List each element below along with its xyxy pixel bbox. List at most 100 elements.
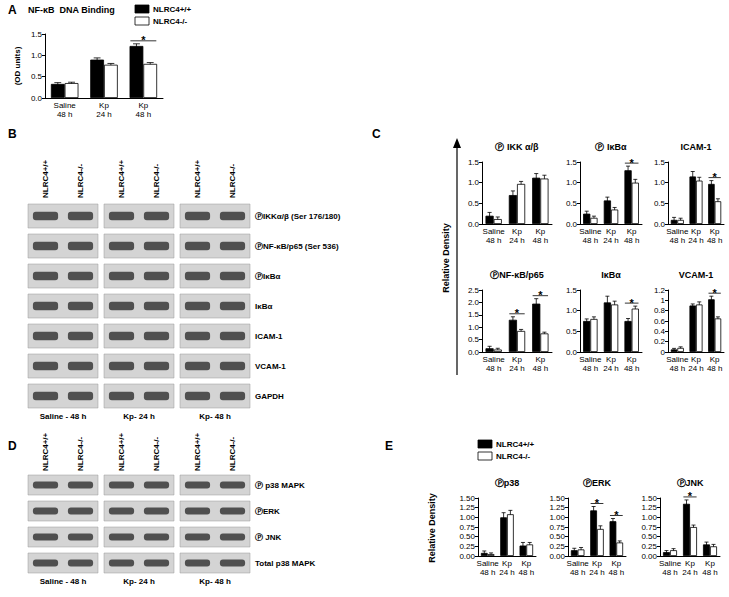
- svg-text:0.8: 0.8: [654, 306, 666, 315]
- svg-text:Saline: Saline: [567, 559, 590, 568]
- svg-text:*: *: [595, 497, 600, 509]
- svg-text:24 h: 24 h: [509, 236, 525, 245]
- svg-text:*: *: [538, 289, 543, 301]
- svg-text:0.25: 0.25: [459, 542, 475, 551]
- svg-text:1.0: 1.0: [566, 178, 578, 187]
- svg-text:VCAM-1: VCAM-1: [255, 362, 286, 371]
- svg-text:0.50: 0.50: [549, 532, 565, 541]
- svg-text:*: *: [630, 297, 635, 309]
- svg-text:Kp: Kp: [502, 559, 512, 568]
- svg-text:0.0: 0.0: [31, 94, 43, 103]
- svg-text:Kp- 24 h: Kp- 24 h: [123, 412, 155, 421]
- svg-text:1.25: 1.25: [549, 503, 565, 512]
- svg-text:Kp: Kp: [710, 227, 720, 236]
- svg-text:48 h: 48 h: [662, 568, 678, 577]
- svg-text:48 h: 48 h: [707, 364, 723, 373]
- svg-text:ⓅERK: ⓅERK: [583, 478, 612, 488]
- svg-text:NLRC4-/-: NLRC4-/-: [76, 436, 85, 471]
- svg-text:Saline: Saline: [666, 227, 689, 236]
- svg-text:Kp: Kp: [99, 101, 109, 110]
- svg-text:Kp: Kp: [691, 355, 701, 364]
- svg-text:Ⓟ JNK: Ⓟ JNK: [255, 533, 281, 542]
- svg-text:48 h: 48 h: [624, 236, 640, 245]
- svg-text:48 h: 48 h: [702, 568, 718, 577]
- svg-text:1.5: 1.5: [468, 158, 480, 167]
- svg-text:24 h: 24 h: [499, 568, 515, 577]
- svg-text:1.2: 1.2: [654, 286, 666, 295]
- svg-text:Saline: Saline: [54, 101, 77, 110]
- svg-text:0.75: 0.75: [549, 523, 565, 532]
- svg-text:ICAM-1: ICAM-1: [255, 332, 283, 341]
- svg-text:Saline: Saline: [477, 559, 500, 568]
- svg-text:NLRC4+/+: NLRC4+/+: [496, 440, 535, 449]
- svg-text:24 h: 24 h: [688, 364, 704, 373]
- svg-text:Kp: Kp: [521, 559, 531, 568]
- svg-text:Kp: Kp: [592, 559, 602, 568]
- svg-text:Kp: Kp: [685, 559, 695, 568]
- svg-text:24 h: 24 h: [603, 236, 619, 245]
- svg-text:0.0: 0.0: [566, 348, 578, 357]
- svg-text:ICAM-1: ICAM-1: [681, 142, 712, 152]
- svg-text:24 h: 24 h: [96, 110, 112, 119]
- svg-text:0.0: 0.0: [468, 348, 480, 357]
- svg-text:48 h: 48 h: [609, 568, 625, 577]
- svg-text:1.50: 1.50: [641, 494, 657, 503]
- svg-text:ⓅIKKα/β (Ser 176/180): ⓅIKKα/β (Ser 176/180): [255, 212, 341, 221]
- svg-text:(OD units): (OD units): [13, 46, 22, 85]
- svg-text:Kp: Kp: [535, 227, 545, 236]
- svg-text:Relative Density: Relative Density: [427, 493, 437, 563]
- svg-text:NLRC4-/-: NLRC4-/-: [153, 17, 188, 26]
- svg-text:Kp: Kp: [512, 355, 522, 364]
- svg-text:NLRC4+/+: NLRC4+/+: [153, 5, 192, 14]
- svg-text:0.50: 0.50: [459, 532, 475, 541]
- svg-text:24 h: 24 h: [603, 364, 619, 373]
- svg-text:1.0: 1.0: [654, 178, 666, 187]
- svg-text:1.00: 1.00: [549, 513, 565, 522]
- svg-text:0.5: 0.5: [566, 199, 578, 208]
- svg-text:48 h: 48 h: [624, 364, 640, 373]
- svg-text:0.5: 0.5: [468, 199, 480, 208]
- svg-text:1.50: 1.50: [549, 494, 565, 503]
- svg-text:1.00: 1.00: [641, 513, 657, 522]
- svg-text:24 h: 24 h: [682, 568, 698, 577]
- svg-text:1.25: 1.25: [459, 503, 475, 512]
- svg-text:NLRC4-/-: NLRC4-/-: [228, 163, 237, 198]
- svg-text:48 h: 48 h: [583, 236, 599, 245]
- svg-text:*: *: [630, 157, 635, 169]
- svg-text:GAPDH: GAPDH: [255, 392, 284, 401]
- svg-text:0.00: 0.00: [641, 552, 657, 561]
- svg-text:B: B: [8, 127, 17, 141]
- svg-text:Kp: Kp: [512, 227, 522, 236]
- svg-text:*: *: [688, 490, 693, 502]
- svg-text:Saline - 48 h: Saline - 48 h: [40, 577, 87, 586]
- svg-text:48 h: 48 h: [519, 568, 535, 577]
- svg-text:48 h: 48 h: [670, 236, 686, 245]
- svg-text:NLRC4-/-: NLRC4-/-: [152, 163, 161, 198]
- svg-text:Saline: Saline: [483, 355, 506, 364]
- svg-text:C: C: [372, 127, 381, 141]
- svg-text:NLRC4+/+: NLRC4+/+: [193, 432, 202, 471]
- svg-text:NLRC4+/+: NLRC4+/+: [41, 432, 50, 471]
- svg-text:Kp: Kp: [627, 227, 637, 236]
- svg-text:*: *: [141, 34, 146, 46]
- svg-text:Kp: Kp: [710, 355, 720, 364]
- svg-text:1.5: 1.5: [566, 286, 578, 295]
- svg-text:48 h: 48 h: [480, 568, 496, 577]
- svg-text:1: 1: [661, 296, 666, 305]
- svg-text:*: *: [713, 287, 718, 299]
- svg-text:Kp- 48 h: Kp- 48 h: [199, 412, 231, 421]
- svg-text:48 h: 48 h: [57, 110, 73, 119]
- svg-text:Kp: Kp: [691, 227, 701, 236]
- svg-text:ⓅNF-κB/p65 (Ser 536): ⓅNF-κB/p65 (Ser 536): [255, 242, 339, 251]
- svg-text:0.5: 0.5: [654, 199, 666, 208]
- svg-text:Ⓟ IKK α/β: Ⓟ IKK α/β: [495, 142, 539, 152]
- svg-text:1.25: 1.25: [641, 503, 657, 512]
- svg-text:48 h: 48 h: [533, 364, 549, 373]
- svg-text:Kp: Kp: [611, 559, 621, 568]
- svg-text:0.0: 0.0: [654, 220, 666, 229]
- svg-text:48 h: 48 h: [486, 236, 502, 245]
- svg-text:1.0: 1.0: [31, 51, 43, 60]
- svg-text:0.25: 0.25: [641, 542, 657, 551]
- svg-text:0.25: 0.25: [549, 542, 565, 551]
- svg-text:0.4: 0.4: [654, 327, 666, 336]
